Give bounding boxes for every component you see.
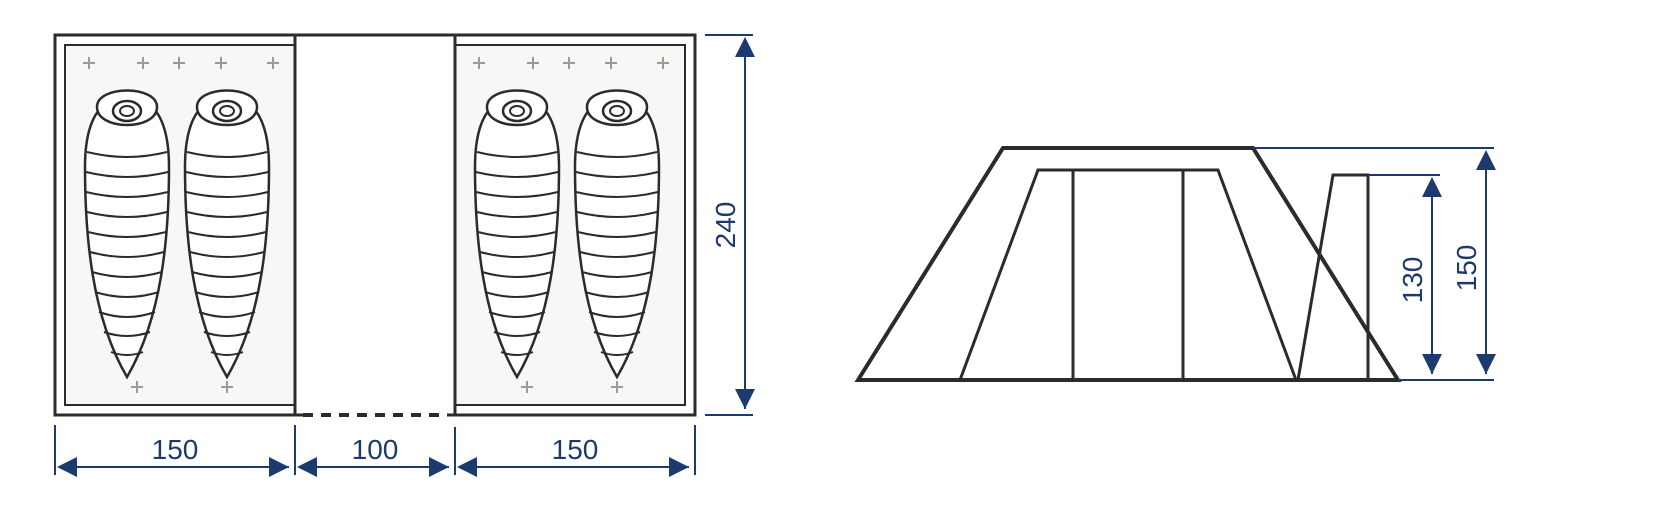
dim-h-inner: 130 [1368,175,1440,374]
diagram-svg: 150 100 150 240 150 [0,0,1656,511]
floorplan-group: 150 100 150 240 [55,35,753,475]
dim-h: 240 [710,202,741,249]
dim-w3: 150 [552,434,599,465]
dim-h-outer-label: 150 [1451,245,1482,292]
tent-dimension-diagram: { "floorplan": { "type": "technical-draw… [0,0,1656,511]
inner-left [960,170,1073,380]
elevation-group: 150 130 [858,148,1494,380]
dim-h-inner-label: 130 [1397,257,1428,304]
dim-w2: 100 [352,434,399,465]
dim-right: 240 [705,35,753,415]
dim-w1: 150 [152,434,199,465]
dim-bottom: 150 100 150 [55,425,695,475]
dim-h-outer: 150 [1253,148,1494,380]
inner-right [1183,170,1296,380]
